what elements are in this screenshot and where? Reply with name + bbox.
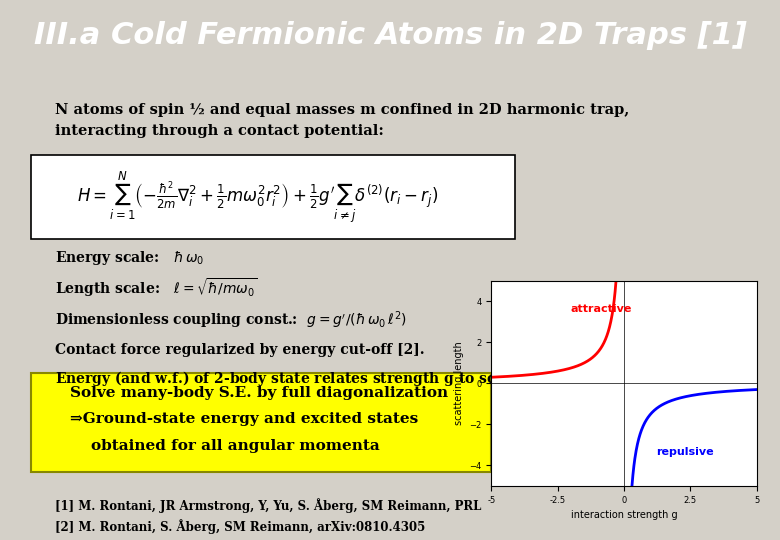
Text: Dimensionless coupling const.:  $g = g'/(\hbar\,\omega_0\,\ell^2)$: Dimensionless coupling const.: $g = g'/(… bbox=[55, 310, 406, 332]
Text: [1] M. Rontani, JR Armstrong, Y, Yu, S. Åberg, SM Reimann, PRL: [1] M. Rontani, JR Armstrong, Y, Yu, S. … bbox=[55, 498, 481, 512]
Text: III.a Cold Fermionic Atoms in 2D Traps [1]: III.a Cold Fermionic Atoms in 2D Traps [… bbox=[34, 21, 746, 50]
Text: Solve many-body S.E. by full diagonalization: Solve many-body S.E. by full diagonaliza… bbox=[70, 386, 448, 400]
Text: attractive: attractive bbox=[571, 303, 633, 314]
Text: $H = \sum_{i=1}^{N} \left( -\frac{\hbar^2}{2m}\nabla_i^2 + \frac{1}{2}m\omega_0^: $H = \sum_{i=1}^{N} \left( -\frac{\hbar^… bbox=[77, 170, 438, 225]
Text: Energy scale:   $\hbar\,\omega_0$: Energy scale: $\hbar\,\omega_0$ bbox=[55, 249, 204, 267]
Text: Length scale:   $\ell = \sqrt{\hbar / m\omega_0}$: Length scale: $\ell = \sqrt{\hbar / m\om… bbox=[55, 277, 257, 299]
Text: N atoms of spin ½ and equal masses m confined in 2D harmonic trap,
interacting t: N atoms of spin ½ and equal masses m con… bbox=[55, 103, 629, 138]
Text: [2] M. Rontani, S. Åberg, SM Reimann, arXiv:0810.4305: [2] M. Rontani, S. Åberg, SM Reimann, ar… bbox=[55, 519, 425, 534]
Y-axis label: scattering length: scattering length bbox=[454, 341, 464, 426]
X-axis label: interaction strength g: interaction strength g bbox=[571, 510, 677, 520]
FancyBboxPatch shape bbox=[31, 155, 515, 239]
Text: Energy (and w.f.) of 2-body state relates strength g to scattering length $a$.: Energy (and w.f.) of 2-body state relate… bbox=[55, 368, 632, 388]
Text: repulsive: repulsive bbox=[656, 447, 714, 457]
Text: ⇒Ground-state energy and excited states: ⇒Ground-state energy and excited states bbox=[70, 412, 418, 426]
Text: obtained for all angular momenta: obtained for all angular momenta bbox=[70, 438, 380, 453]
Text: Contact force regularized by energy cut-off [2].: Contact force regularized by energy cut-… bbox=[55, 343, 424, 357]
FancyBboxPatch shape bbox=[31, 373, 491, 472]
